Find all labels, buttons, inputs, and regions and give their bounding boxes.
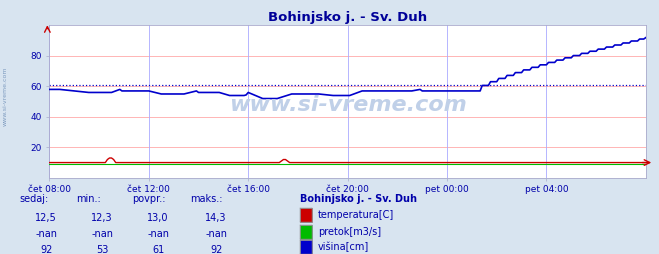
Text: višina[cm]: višina[cm]: [318, 242, 369, 252]
Text: Bohinjsko j. - Sv. Duh: Bohinjsko j. - Sv. Duh: [300, 194, 417, 204]
Text: www.si-vreme.com: www.si-vreme.com: [229, 95, 467, 115]
Text: -nan: -nan: [35, 230, 57, 240]
Text: -nan: -nan: [205, 230, 227, 240]
Text: 92: 92: [210, 245, 222, 254]
Text: -nan: -nan: [147, 230, 169, 240]
Text: povpr.:: povpr.:: [132, 194, 165, 204]
Text: 12,3: 12,3: [92, 213, 113, 223]
Text: 14,3: 14,3: [206, 213, 227, 223]
Text: 92: 92: [40, 245, 52, 254]
Text: 12,5: 12,5: [35, 213, 57, 223]
Text: temperatura[C]: temperatura[C]: [318, 210, 394, 220]
Text: sedaj:: sedaj:: [20, 194, 49, 204]
Title: Bohinjsko j. - Sv. Duh: Bohinjsko j. - Sv. Duh: [268, 11, 427, 24]
Text: www.si-vreme.com: www.si-vreme.com: [3, 67, 8, 126]
Text: 61: 61: [152, 245, 164, 254]
Text: -nan: -nan: [91, 230, 113, 240]
Text: min.:: min.:: [76, 194, 101, 204]
Text: 13,0: 13,0: [148, 213, 169, 223]
Text: pretok[m3/s]: pretok[m3/s]: [318, 227, 381, 237]
Text: 53: 53: [96, 245, 108, 254]
Text: maks.:: maks.:: [190, 194, 222, 204]
